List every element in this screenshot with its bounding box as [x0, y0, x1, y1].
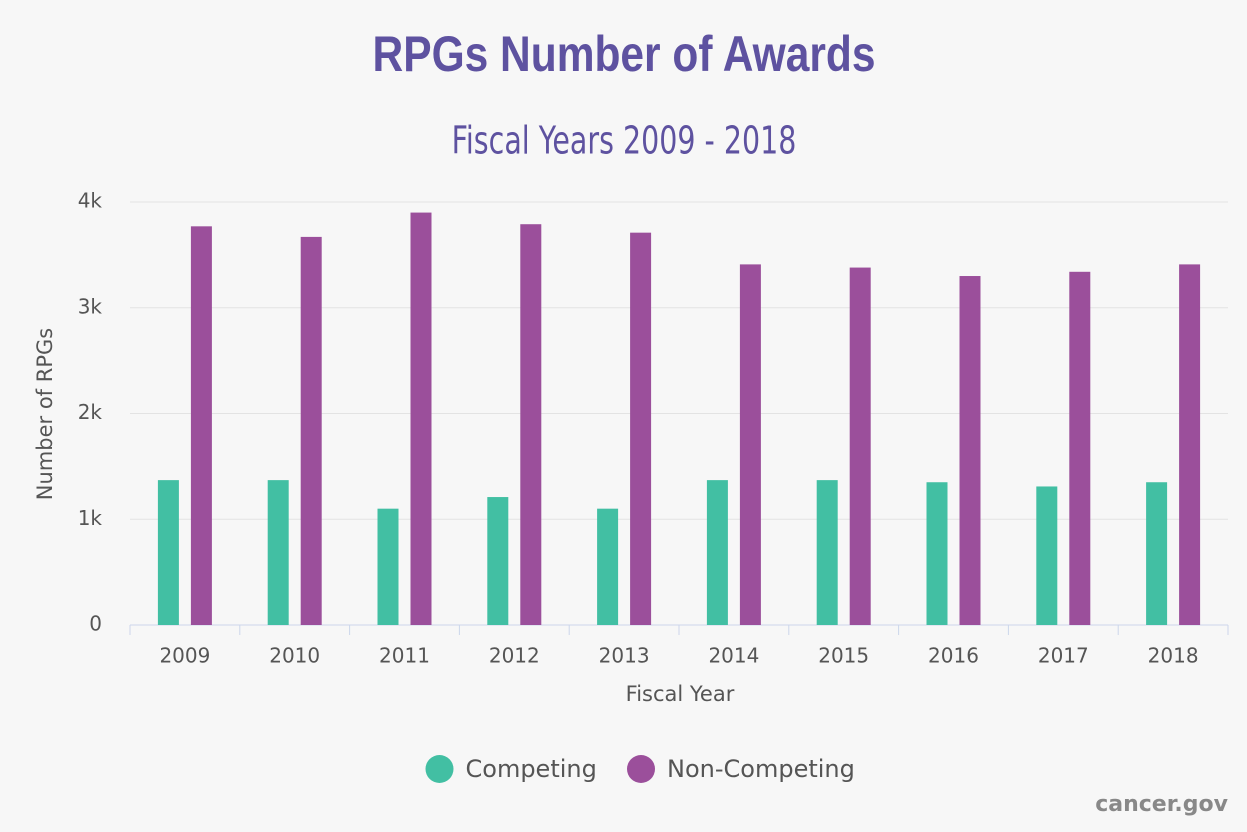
bar [816, 480, 838, 625]
bar [926, 482, 948, 625]
x-tick-label: 2012 [489, 644, 540, 668]
bar [597, 508, 619, 625]
legend-label: Non-Competing [667, 755, 855, 783]
bar [706, 480, 728, 625]
x-axis-title: Fiscal Year [626, 682, 735, 706]
bar [487, 497, 509, 625]
bar [849, 267, 871, 625]
bar [1069, 271, 1091, 625]
x-tick-label: 2015 [818, 644, 869, 668]
x-tick-label: 2014 [708, 644, 759, 668]
bar [630, 232, 652, 626]
chart-title: RPGs Number of Awards [373, 26, 876, 82]
bar [520, 224, 542, 625]
bar [1036, 486, 1058, 625]
x-tick-label: 2018 [1148, 644, 1199, 668]
bar [1179, 264, 1201, 625]
x-tick-label: 2009 [159, 644, 210, 668]
bar [267, 480, 289, 625]
bar [959, 276, 981, 625]
x-tick-label: 2016 [928, 644, 979, 668]
y-axis-title: Number of RPGs [33, 328, 57, 500]
legend-label: Competing [466, 755, 597, 783]
bar [410, 212, 432, 625]
y-tick-label: 4k [78, 189, 103, 213]
chart-subtitle: Fiscal Years 2009 - 2018 [452, 119, 797, 163]
source: cancer.gov [1095, 792, 1228, 817]
bar [739, 264, 761, 625]
x-tick-label: 2013 [599, 644, 650, 668]
y-tick-label: 3k [78, 294, 103, 318]
x-tick-label: 2017 [1038, 644, 1089, 668]
x-tick-label: 2011 [379, 644, 430, 668]
bar [377, 508, 399, 625]
legend-marker [425, 755, 454, 783]
bar [1146, 482, 1168, 625]
legend-marker [627, 755, 655, 783]
y-tick-label: 1k [78, 506, 103, 530]
bar [190, 226, 212, 625]
y-tick-label: 0 [89, 612, 102, 636]
x-tick-label: 2010 [269, 644, 320, 668]
bar [157, 480, 179, 625]
y-tick-label: 2k [78, 400, 103, 424]
bar [300, 236, 322, 625]
